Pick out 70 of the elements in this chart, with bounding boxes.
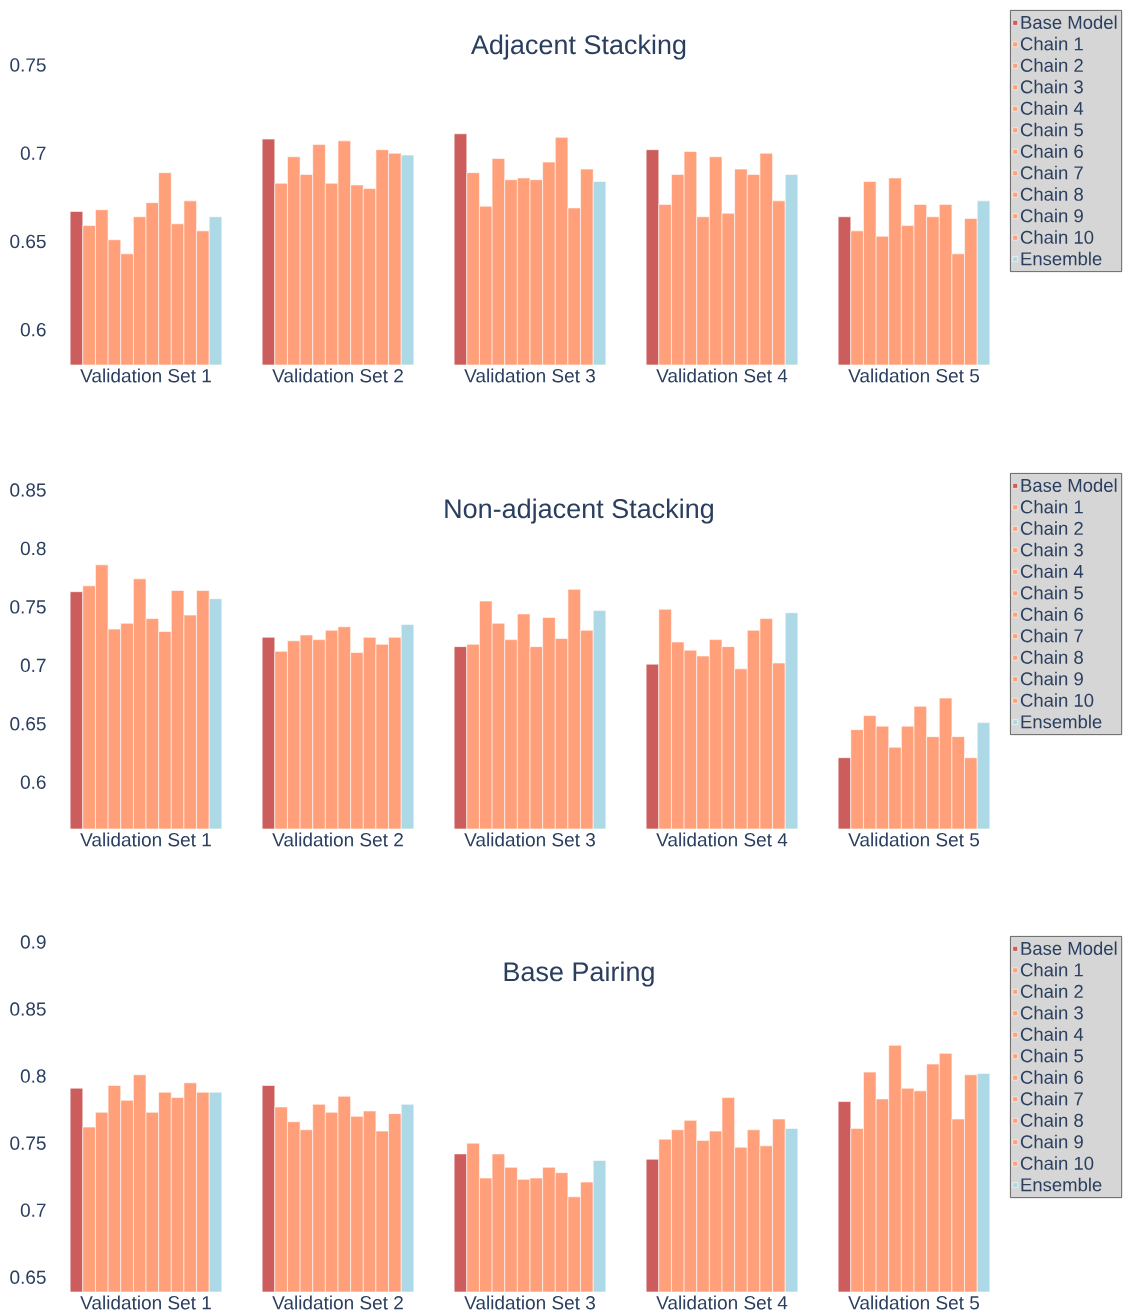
x-tick-label: Validation Set 1 (80, 1295, 211, 1310)
legend-label: Chain 6 (1020, 607, 1083, 621)
x-tick-label: Validation Set 1 (80, 832, 211, 847)
legend-label: Ensemble (1021, 714, 1102, 729)
legend-label: Chain 9 (1020, 208, 1083, 223)
legend-label: Chain 9 (1020, 671, 1083, 686)
legend-label: Chain 7 (1020, 1091, 1083, 1106)
y-tick-label: 0.75 (10, 1136, 46, 1150)
x-tick-label: Validation Set 2 (272, 1295, 403, 1310)
legend-label: Chain 10 (1020, 693, 1094, 707)
x-tick-label: Validation Set 2 (272, 368, 403, 383)
legend-label: Chain 1 (1020, 499, 1083, 514)
legend-label: Chain 8 (1020, 187, 1083, 201)
chart-title: Adjacent Stacking (470, 34, 686, 60)
x-tick-label: Validation Set 5 (848, 368, 980, 383)
y-tick-label: 0.9 (20, 935, 46, 949)
y-tick-label: 0.65 (10, 717, 46, 731)
y-tick-label: 0.7 (20, 658, 46, 673)
legend-label: Chain 4 (1020, 564, 1084, 578)
legend-label: Chain 10 (1020, 230, 1094, 244)
legend-label: Chain 6 (1020, 144, 1083, 158)
legend-label: Chain 8 (1020, 650, 1083, 664)
chart-title: Non-adjacent Stacking (445, 498, 713, 524)
x-tick-label: Validation Set 4 (656, 1295, 788, 1310)
legend-label: Chain 4 (1020, 101, 1084, 115)
text: Base Pairing (504, 961, 654, 987)
y-tick-label: 0.75 (10, 600, 46, 614)
y-tick-label: 0.6 (20, 775, 46, 789)
x-tick-label: Validation Set 2 (272, 832, 403, 847)
x-tick-label: Validation Set 3 (464, 832, 595, 847)
x-tick-label: Validation Set 3 (464, 368, 595, 383)
legend-label: Chain 2 (1020, 58, 1083, 72)
y-tick-label: 0.6 (20, 322, 46, 337)
y-tick-label: 0.65 (10, 1270, 46, 1284)
x-tick-label: Validation Set 5 (848, 1295, 980, 1310)
legend-label: Ensemble (1021, 251, 1102, 266)
x-tick-label: Validation Set 4 (656, 832, 788, 847)
legend-label: Ensemble (1021, 1177, 1102, 1192)
x-tick-label: Validation Set 3 (464, 1295, 595, 1310)
legend-label: Chain 5 (1020, 1048, 1083, 1063)
legend-label: Base Model (1021, 15, 1117, 29)
x-tick-label: Validation Set 1 (80, 368, 211, 383)
legend-label: Chain 10 (1020, 1156, 1094, 1170)
y-tick-label: 0.65 (10, 234, 46, 249)
legend-label: Chain 4 (1020, 1027, 1084, 1041)
legend-label: Chain 3 (1020, 542, 1083, 557)
legend-label: Base Model (1021, 478, 1117, 492)
x-tick-label: Validation Set 5 (848, 832, 980, 847)
legend-label: Chain 2 (1020, 521, 1083, 535)
y-tick-label: 0.85 (10, 1002, 46, 1016)
legend-label: Chain 3 (1020, 79, 1083, 94)
legend-label: Chain 1 (1020, 36, 1083, 51)
y-tick-label: 0.75 (10, 58, 46, 72)
y-tick-label: 0.7 (20, 146, 46, 160)
legend-label: Chain 7 (1020, 165, 1083, 180)
legend-label: Chain 9 (1020, 1134, 1083, 1149)
legend-label: Chain 8 (1020, 1113, 1083, 1127)
legend-label: Chain 1 (1020, 962, 1083, 977)
y-tick-label: 0.8 (20, 1069, 46, 1083)
legend-label: Base Model (1021, 941, 1117, 955)
legend-label: Chain 5 (1020, 585, 1083, 600)
y-tick-label: 0.8 (20, 541, 46, 556)
legend-label: Chain 5 (1020, 122, 1083, 137)
legend-label: Chain 7 (1020, 628, 1083, 643)
y-tick-label: 0.85 (10, 483, 46, 497)
y-tick-label: 0.7 (20, 1203, 46, 1217)
legend-label: Chain 3 (1020, 1005, 1083, 1020)
legend-label: Chain 6 (1020, 1070, 1083, 1084)
legend-label: Chain 2 (1020, 984, 1083, 998)
x-tick-label: Validation Set 4 (656, 368, 788, 383)
